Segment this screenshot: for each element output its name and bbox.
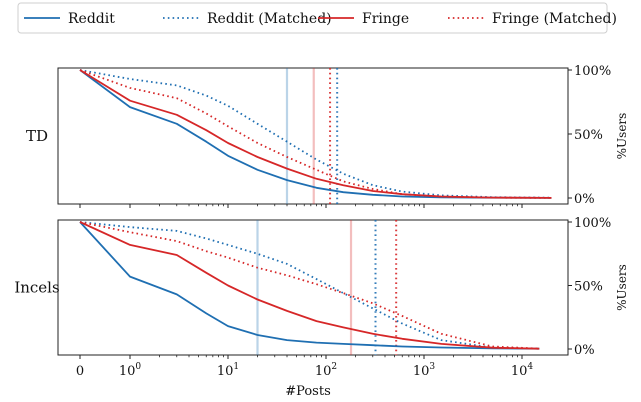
legend: Reddit Reddit (Matched) Fringe Fringe (Matc… bbox=[17, 2, 617, 34]
y-tick-label: 50% bbox=[574, 128, 603, 143]
panel-label: TD bbox=[26, 127, 48, 145]
legend-entry-label: Fringe bbox=[362, 11, 409, 27]
x-tick-label: 101 bbox=[217, 362, 239, 379]
y-tick-label: 50% bbox=[574, 280, 603, 295]
legend-entry-label: Fringe (Matched) bbox=[492, 11, 617, 27]
panel-incels: 0% 50% 100% %Users Incels 0 100 101 102 103 104 #Po… bbox=[14, 216, 629, 399]
plot-frame bbox=[57, 219, 569, 356]
series-line-reddit bbox=[79, 221, 540, 350]
series-line-reddit-matched bbox=[79, 221, 540, 350]
series-line-fringe-matched bbox=[79, 69, 552, 199]
y-tick-label: 0% bbox=[574, 192, 595, 207]
series-line-fringe bbox=[79, 69, 552, 199]
legend-entry-label: Reddit bbox=[68, 11, 115, 27]
x-tick-label: 103 bbox=[413, 362, 436, 379]
panel-label: Incels bbox=[14, 279, 59, 297]
panel-td: 0% 50% 100% %Users TD bbox=[26, 64, 629, 208]
legend-entry-label: Reddit (Matched) bbox=[207, 11, 332, 27]
y-tick-label: 0% bbox=[574, 343, 595, 358]
x-tick-label: 0 bbox=[76, 364, 84, 379]
plot-frame bbox=[57, 67, 569, 205]
y-axis-label: %Users bbox=[615, 113, 629, 160]
y-axis-label: %Users bbox=[615, 264, 629, 311]
x-axis-label: #Posts bbox=[285, 384, 331, 399]
y-tick-label: 100% bbox=[574, 216, 611, 231]
legend-frame bbox=[17, 2, 608, 34]
x-tick-label: 104 bbox=[511, 362, 534, 379]
series-line-fringe bbox=[79, 221, 540, 350]
series-line-fringe-matched bbox=[79, 221, 540, 350]
series-line-reddit bbox=[79, 69, 552, 199]
y-tick-label: 100% bbox=[574, 64, 611, 79]
x-tick-label: 102 bbox=[315, 362, 337, 379]
x-tick-label: 100 bbox=[119, 362, 142, 379]
